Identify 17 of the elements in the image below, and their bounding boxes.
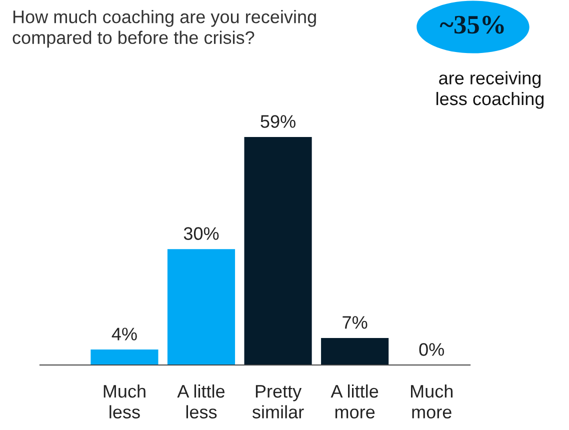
text: are receiving less coaching — [436, 71, 544, 109]
x-tick-label: Much less — [104, 384, 146, 418]
data-label: 59% — [260, 115, 296, 128]
chart-title: How much coaching are you receiving compared to before the crisis? — [12, 10, 316, 48]
text: ~35% — [440, 16, 504, 34]
data-label: 0% — [419, 343, 444, 356]
bar — [90, 350, 158, 365]
data-label: 7% — [342, 316, 368, 329]
bar — [244, 137, 312, 365]
bar — [167, 249, 236, 365]
data-label: 4% — [112, 328, 137, 340]
x-tick-label: Pretty similar — [252, 385, 304, 418]
bar — [321, 338, 389, 365]
x-tick-label: A little more — [330, 384, 378, 418]
x-tick-label: A little less — [177, 384, 225, 418]
x-tick-label: Much more — [411, 384, 453, 418]
data-label: 30% — [184, 227, 219, 240]
